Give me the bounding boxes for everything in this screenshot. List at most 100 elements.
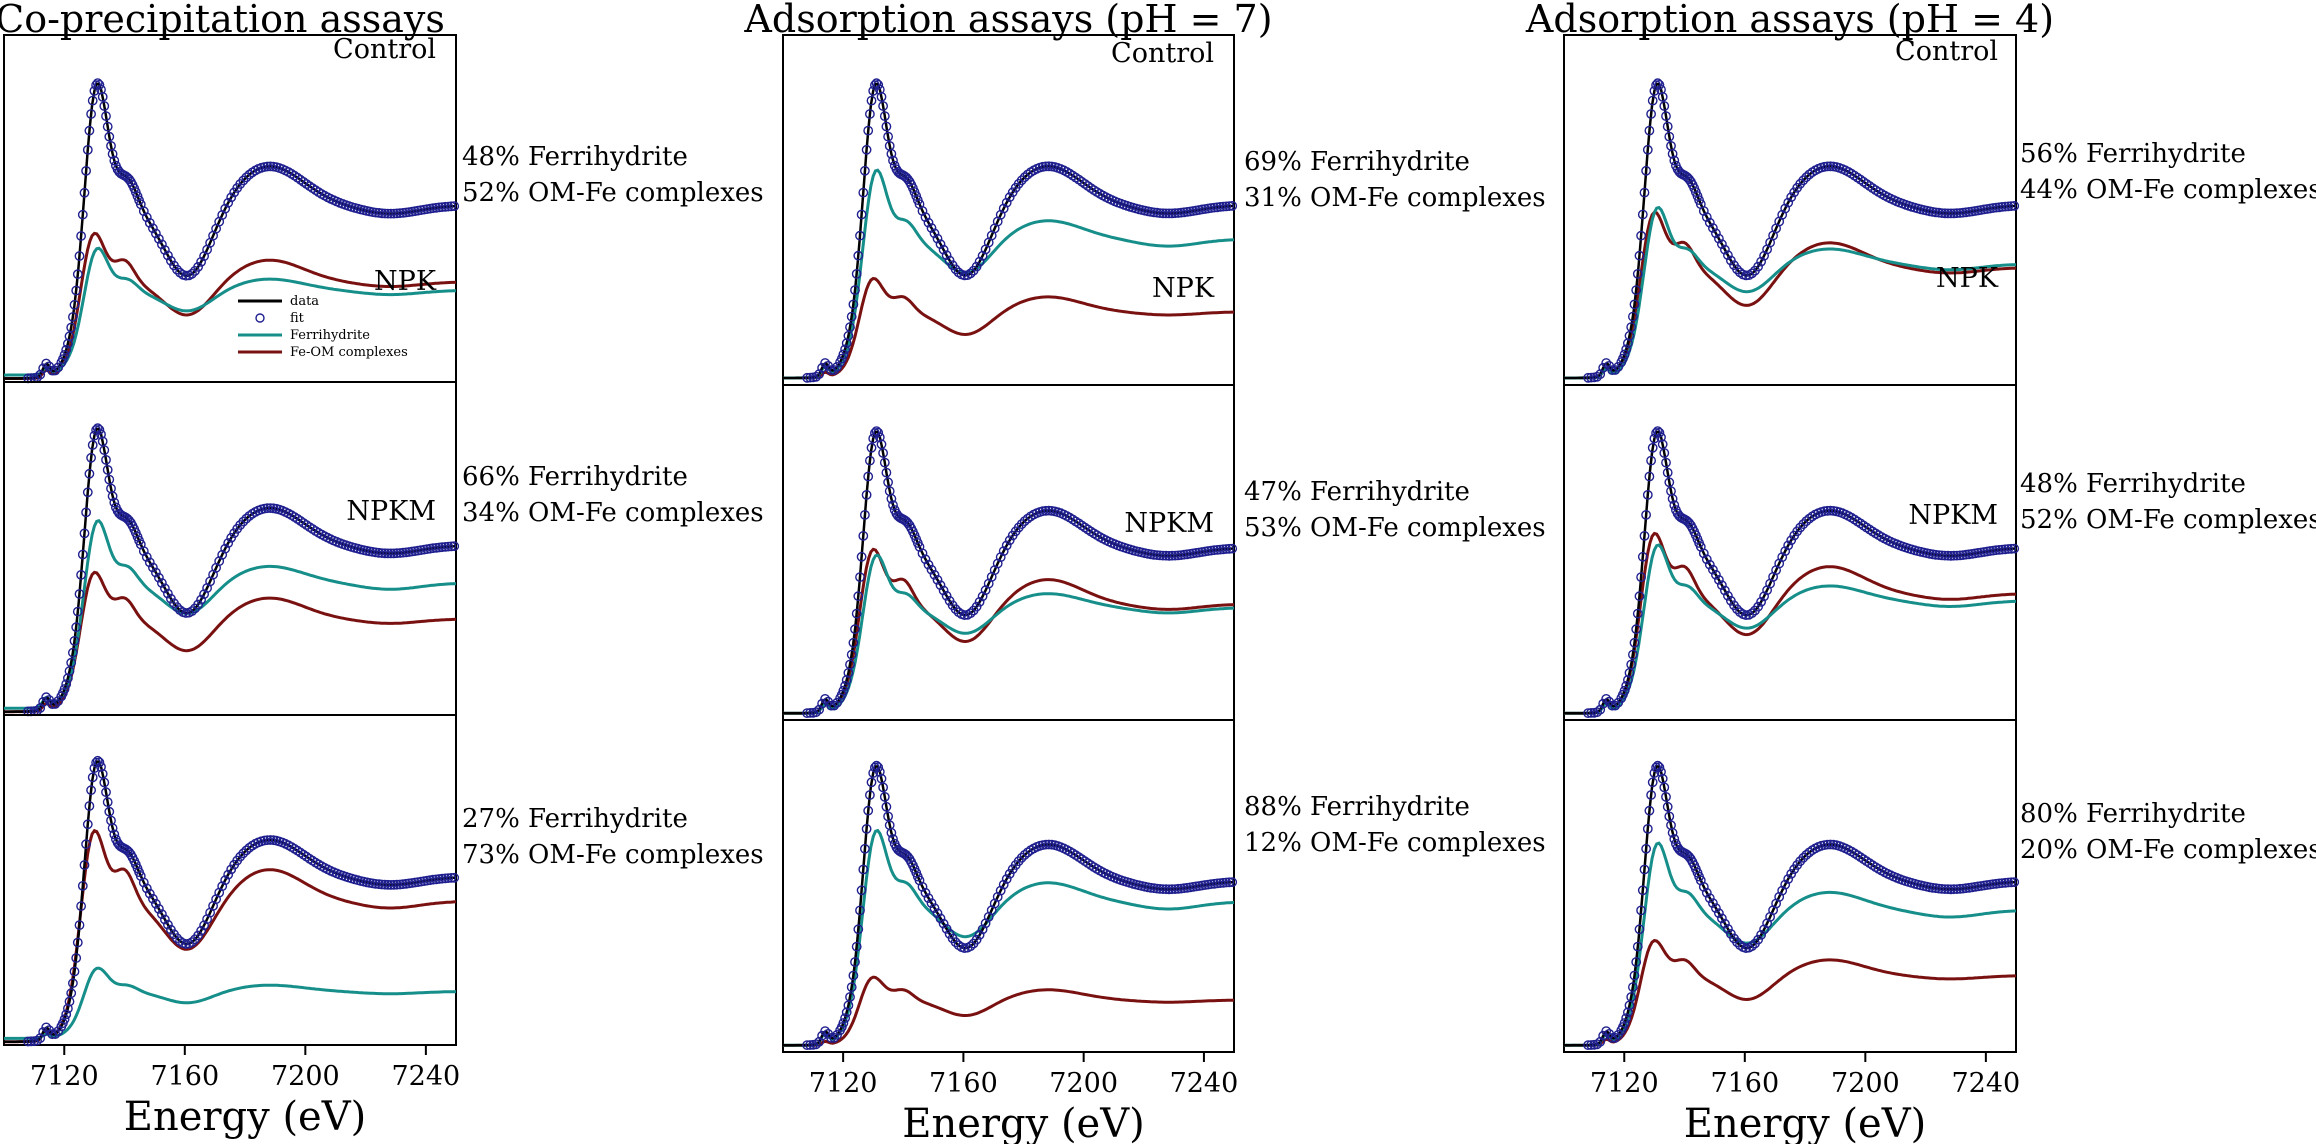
fit-marker	[434, 202, 444, 213]
fit-marker	[1708, 223, 1718, 233]
fit-marker	[1756, 256, 1767, 267]
ferrihydrite-line	[1563, 841, 2017, 1047]
fit-marker	[150, 567, 161, 578]
fit-marker	[71, 285, 82, 296]
fit-marker	[881, 121, 892, 132]
panel-frame	[3, 714, 457, 1046]
fit-marker	[848, 299, 859, 310]
fit-marker	[86, 109, 97, 119]
fit-marker	[391, 548, 402, 559]
fit-marker	[74, 589, 85, 599]
fit-marker	[865, 109, 875, 119]
ferrihydrite-line	[782, 828, 1235, 1047]
fit-marker	[841, 338, 852, 349]
fit-marker	[814, 704, 824, 715]
fit-marker	[104, 806, 115, 817]
fit-marker	[86, 452, 97, 463]
fit-marker	[162, 588, 173, 599]
fit-marker	[1659, 448, 1670, 458]
fit-marker	[1158, 550, 1168, 561]
fit-marker	[1613, 361, 1624, 372]
fit-marker	[1632, 268, 1643, 279]
fit-marker	[938, 244, 949, 255]
fit-marker	[995, 209, 1006, 220]
fit-marker	[886, 827, 897, 838]
panel-label: NPK	[1152, 273, 1215, 304]
fit-marker	[820, 694, 830, 704]
fit-marker	[69, 299, 80, 310]
fit-marker	[162, 919, 173, 930]
fit-marker	[1661, 457, 1671, 468]
fit-marker	[1786, 192, 1797, 203]
fit-marker	[977, 924, 988, 935]
fit-marker	[153, 572, 164, 583]
fit-marker	[856, 885, 867, 896]
x-tick-label: 7240	[392, 1061, 461, 1092]
fit-marker	[175, 605, 185, 615]
fit-marker	[156, 239, 167, 250]
fit-marker	[388, 548, 399, 559]
fit-marker	[446, 873, 457, 883]
fit-marker	[926, 898, 937, 908]
fit-marker	[866, 95, 877, 106]
fit-marker	[104, 474, 115, 485]
fit-marker	[855, 230, 865, 241]
fit-marker	[238, 516, 249, 527]
fit-marker	[977, 591, 988, 602]
fit-marker	[1780, 879, 1791, 890]
fit-marker	[1753, 261, 1764, 272]
fit-marker	[66, 322, 77, 333]
x-tick-label: 7200	[1049, 1068, 1118, 1099]
panel-npkm: NPKM	[1563, 500, 2020, 1053]
fit-marker	[1631, 285, 1642, 295]
fit-marker	[69, 966, 80, 977]
fit-marker	[1711, 569, 1721, 580]
fit-marker	[1654, 79, 1665, 90]
fit-marker	[84, 468, 95, 479]
fit-marker	[141, 552, 152, 562]
fit-marker	[199, 920, 210, 931]
fit-marker	[971, 934, 982, 945]
composition-annotation: 52% OM-Fe complexes	[2020, 505, 2316, 535]
x-tick-label: 7200	[271, 1061, 340, 1092]
fit-marker	[1714, 575, 1724, 585]
fit-marker	[998, 203, 1009, 214]
fe-om-complexes-line	[4, 231, 457, 380]
fit-marker	[932, 908, 943, 919]
fit-marker	[68, 312, 78, 322]
fit-marker	[820, 358, 830, 368]
fit-marker	[193, 599, 204, 610]
fit-markers	[23, 423, 460, 717]
fit-marker	[1626, 322, 1637, 332]
fit-marker	[385, 880, 396, 890]
ferrihydrite-line	[4, 966, 457, 1040]
fit-marker	[861, 824, 872, 834]
panel-npkm: NPKM	[3, 496, 460, 1047]
fit-marker	[1994, 545, 2005, 555]
fit-marker	[124, 515, 135, 526]
fit-marker	[241, 845, 252, 856]
fit-marker	[153, 904, 164, 914]
fit-marker	[832, 361, 842, 372]
fit-marker	[1701, 887, 1712, 898]
fit-marker	[1628, 311, 1638, 322]
fit-marker	[141, 883, 152, 894]
composition-annotation: 48% Ferrihydrite	[2020, 469, 2246, 499]
fit-marker	[99, 777, 110, 788]
fit-marker	[938, 918, 949, 929]
fit-marker	[1019, 516, 1030, 526]
fit-marker	[1988, 879, 1999, 889]
fit-marker	[196, 925, 207, 936]
fe-om-complexes-line	[783, 547, 1235, 715]
fit-marker	[1698, 548, 1709, 559]
fit-marker	[26, 1036, 37, 1047]
fit-marker	[805, 1040, 815, 1050]
fit-marker	[935, 913, 946, 924]
x-tick-label: 7160	[929, 1068, 998, 1099]
fit-marker	[1641, 165, 1652, 176]
fit-marker	[66, 988, 77, 999]
fit-marker	[1661, 792, 1671, 802]
fit-marker	[1592, 1039, 1603, 1050]
fit-marker	[1639, 864, 1650, 875]
